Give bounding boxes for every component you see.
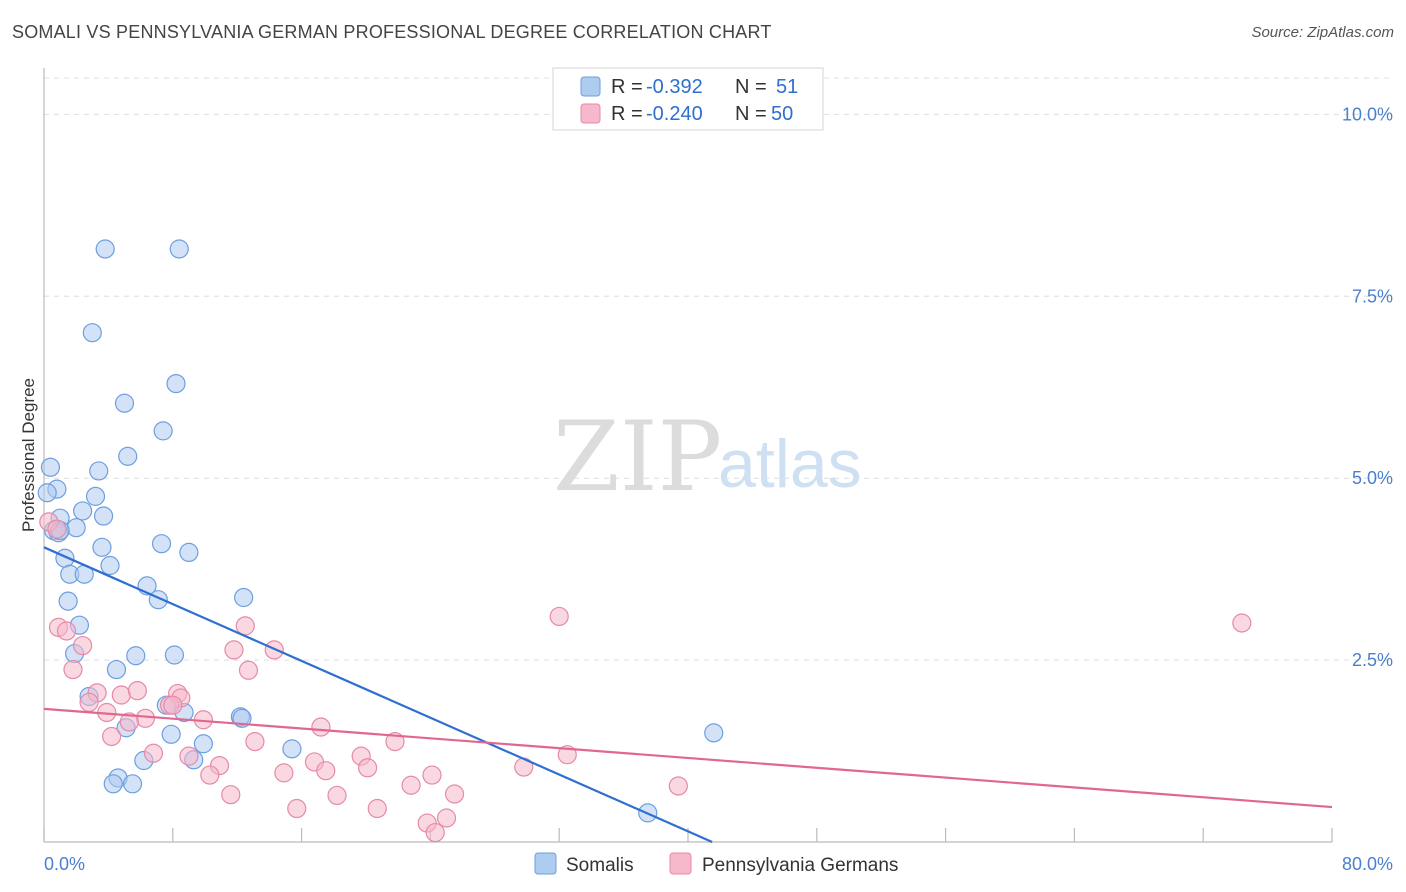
pennsylvania-german-point — [163, 695, 183, 715]
legend-n-value-1: 51 — [776, 76, 798, 98]
somali-point — [89, 461, 109, 481]
somali-point — [40, 457, 61, 477]
pennsylvania-german-point — [238, 660, 259, 680]
pennsylvania-german-point — [56, 621, 77, 641]
pennsylvania-german-point — [47, 519, 67, 539]
pennsylvania-german-point — [425, 822, 445, 843]
y-axis-title: Professional Degree — [19, 378, 38, 532]
grid-lines — [44, 77, 1392, 661]
pennsylvania-german-point — [127, 681, 147, 701]
somali-point — [179, 542, 199, 563]
somali-point — [164, 645, 185, 665]
pennsylvania-german-point — [221, 785, 241, 805]
somali-point — [100, 555, 120, 576]
y-tick-labels: 2.5% 5.0% 7.5% 10.0% — [1342, 104, 1393, 670]
somali-point — [95, 239, 115, 259]
pennsylvania-german-point — [668, 776, 688, 796]
somali-point — [126, 646, 146, 666]
source-label: Source: ZipAtlas.com — [1251, 24, 1394, 41]
y-tick-label: 5.0% — [1352, 468, 1393, 488]
pennsylvania-german-point — [111, 685, 131, 705]
y-tick-label: 7.5% — [1352, 286, 1393, 306]
somali-point — [103, 774, 123, 794]
pennsylvania-german-point — [200, 765, 220, 785]
somalis-trend-line — [43, 546, 713, 844]
x-tick-label: 80.0% — [1342, 854, 1393, 874]
somali-point — [169, 239, 189, 259]
legend-r-value-1: -0.392 — [646, 76, 703, 98]
somali-point — [58, 591, 78, 611]
y-tick-label: 2.5% — [1352, 650, 1393, 670]
somali-point — [122, 774, 143, 794]
pennsylvania-germans-trend-line — [43, 707, 1333, 809]
x-tick-label: 0.0% — [44, 854, 85, 874]
pennsylvania-german-point — [274, 763, 294, 783]
pennsylvania-german-point — [135, 708, 156, 728]
pennsylvania-german-point — [358, 758, 378, 778]
bottom-legend-pennsylvania-germans: Pennsylvania Germans — [702, 855, 898, 876]
somali-point — [234, 587, 254, 608]
pennsylvania-german-point — [79, 692, 99, 712]
pennsylvania-german-point — [143, 743, 164, 763]
x-tick-labels: 0.0% 80.0% — [44, 854, 1393, 874]
legend-r-value-2: -0.240 — [646, 103, 703, 125]
somali-point — [106, 659, 127, 680]
bottom-legend-somalis: Somalis — [566, 855, 634, 876]
pennsylvania-german-point — [444, 784, 465, 804]
pennsylvania-german-point — [224, 640, 244, 660]
somali-point — [282, 739, 302, 759]
somali-point — [704, 723, 724, 743]
pennsylvania-german-point — [102, 726, 122, 747]
series-legend: Somalis Pennsylvania Germans — [534, 852, 898, 876]
somali-point — [153, 421, 173, 441]
somali-point — [166, 374, 186, 394]
pennsylvania-german-point — [422, 765, 442, 785]
somali-point — [114, 393, 135, 413]
somali-point — [82, 323, 102, 343]
correlation-legend: R = -0.392 N = 51 R = -0.240 N = 50 — [552, 67, 824, 131]
legend-n-label-1: N = — [735, 76, 767, 98]
somali-point — [85, 486, 106, 506]
somali-point — [37, 483, 57, 503]
pennsylvania-german-point — [327, 785, 347, 806]
legend-r-label-2: R = — [611, 103, 643, 125]
somali-point — [93, 506, 114, 526]
somali-point — [73, 501, 93, 521]
somali-point — [66, 518, 86, 538]
somali-point — [151, 534, 172, 554]
pennsylvania-german-point — [549, 606, 569, 627]
chart-title: SOMALI VS PENNSYLVANIA GERMAN PROFESSION… — [12, 22, 772, 42]
bottom-legend-swatch-somalis — [534, 852, 557, 875]
legend-swatch-pennsylvania-germans — [580, 103, 601, 124]
somali-point — [193, 734, 213, 754]
somali-point — [118, 446, 138, 466]
trend-lines — [43, 546, 1333, 844]
pennsylvania-germans-points — [39, 512, 1252, 843]
somali-point — [92, 537, 112, 557]
watermark-zip: ZIP — [553, 401, 722, 513]
legend-r-label-1: R = — [611, 76, 643, 98]
watermark-atlas: atlas — [718, 426, 862, 502]
pennsylvania-german-point — [287, 798, 307, 819]
pennsylvania-german-point — [316, 761, 336, 781]
pennsylvania-german-point — [385, 731, 405, 752]
legend-n-label-2: N = — [735, 103, 767, 125]
pennsylvania-german-point — [245, 731, 265, 752]
somali-point — [161, 724, 181, 744]
watermark: ZIP atlas — [553, 401, 862, 513]
pennsylvania-german-point — [73, 635, 93, 656]
pennsylvania-german-point — [119, 712, 139, 732]
pennsylvania-german-point — [179, 746, 199, 766]
y-tick-label: 10.0% — [1342, 104, 1393, 124]
pennsylvania-german-point — [1232, 613, 1252, 633]
bottom-legend-swatch-pennsylvania-germans — [669, 852, 692, 875]
pennsylvania-german-point — [401, 775, 421, 795]
legend-n-value-2: 50 — [771, 103, 793, 125]
legend-swatch-somalis — [580, 76, 601, 97]
pennsylvania-german-point — [311, 717, 331, 737]
pennsylvania-german-point — [63, 659, 83, 680]
pennsylvania-german-point — [367, 798, 387, 819]
pennsylvania-german-point — [436, 808, 457, 828]
